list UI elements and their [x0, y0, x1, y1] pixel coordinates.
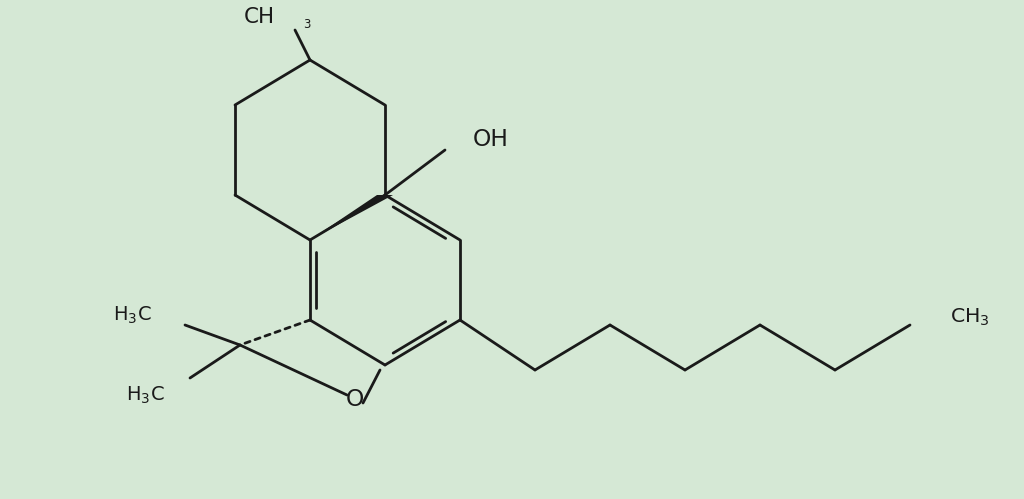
- Text: H$_3$C: H$_3$C: [126, 384, 165, 406]
- Text: CH: CH: [244, 7, 275, 27]
- Polygon shape: [310, 195, 393, 240]
- Text: CH$_3$: CH$_3$: [950, 306, 989, 328]
- Text: OH: OH: [473, 129, 509, 152]
- Text: H$_3$C: H$_3$C: [114, 304, 152, 326]
- Text: O: O: [346, 389, 365, 412]
- Text: $_3$: $_3$: [303, 13, 311, 31]
